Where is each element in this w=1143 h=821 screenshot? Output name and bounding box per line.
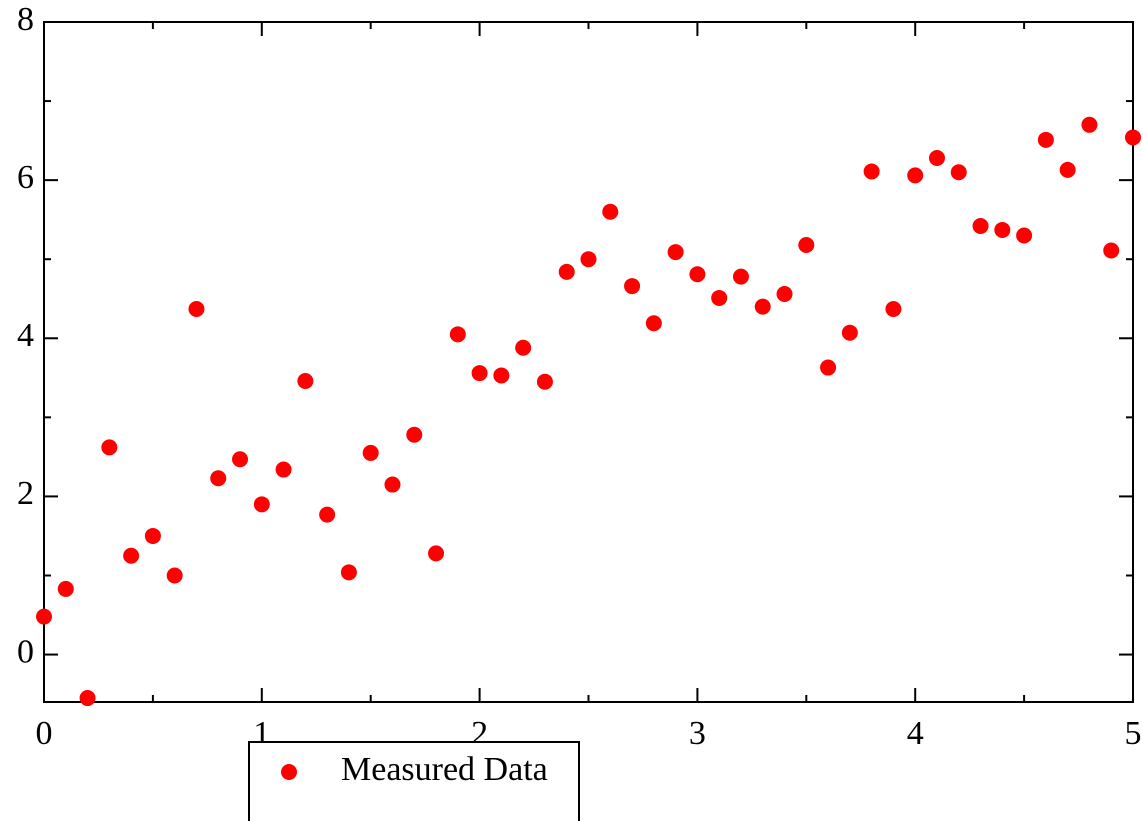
data-point [319,506,336,523]
data-point [1016,227,1033,244]
data-point [166,567,183,584]
data-point [928,150,945,166]
data-point [602,203,619,220]
data-point [144,527,161,544]
data-point [362,444,379,461]
plot-frame [43,21,1134,703]
y-tick-label: 0 [17,633,34,670]
x-tick-label: 4 [907,715,924,752]
y-tick-label: 8 [17,1,34,38]
data-point [57,580,74,597]
data-point [515,339,532,356]
data-point [101,439,118,456]
data-point [428,545,445,562]
data-point [624,278,641,295]
data-point [950,164,967,181]
data-point [536,373,553,390]
data-point [384,476,401,493]
legend: Measured Data [248,741,580,821]
data-point [1103,242,1120,259]
data-point [449,326,466,343]
data-point [210,470,227,487]
y-tick-label: 2 [17,475,34,512]
data-point [798,236,815,253]
data-points [36,116,1141,707]
data-point [972,218,989,234]
data-point [863,163,880,180]
data-point [820,359,837,376]
data-point [275,461,292,478]
data-point [471,365,488,382]
data-point [580,251,597,268]
data-point [885,301,902,318]
legend-label: Measured Data [341,751,548,788]
data-point [188,301,205,318]
data-point [1081,116,1098,133]
data-point [1125,129,1141,146]
data-point [232,451,249,468]
data-point [994,221,1011,238]
data-point [79,690,96,707]
data-point [689,266,706,283]
data-point [493,367,510,384]
legend-box [248,741,580,821]
data-point [841,324,858,341]
y-tick-label: 4 [17,317,34,354]
data-point [732,268,749,285]
data-point [776,286,793,302]
axis-ticks [43,21,1134,702]
data-point [297,372,314,389]
data-point [711,289,728,306]
data-point [645,315,662,332]
data-point [123,547,140,564]
data-point [667,244,684,261]
data-point [1037,131,1054,148]
legend-marker [281,764,297,780]
data-point [406,426,423,443]
data-point [558,263,575,280]
x-tick-label: 5 [1125,715,1142,752]
x-tick-label: 3 [689,715,706,752]
data-point [1059,161,1076,178]
y-tick-label: 6 [17,159,34,196]
data-point [907,167,924,184]
data-point [340,564,357,581]
data-point [754,298,771,315]
data-point [253,496,270,513]
data-point [36,608,52,625]
x-tick-label: 0 [36,715,53,752]
